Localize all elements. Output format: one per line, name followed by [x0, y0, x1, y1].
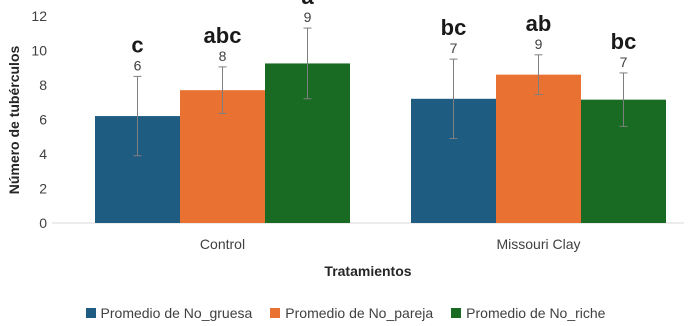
significance-letter: c — [131, 32, 143, 57]
bar — [496, 74, 581, 224]
legend-swatch-riche — [451, 308, 462, 318]
y-tick-label: 2 — [39, 181, 47, 197]
data-label: 7 — [450, 40, 458, 56]
significance-letter: a — [301, 0, 314, 9]
legend-item-pareja: Promedio de No_pareja — [270, 305, 433, 321]
legend-swatch-gruesa — [85, 308, 96, 318]
error-bar — [218, 66, 227, 114]
error-bar — [449, 58, 458, 139]
legend-label-gruesa: Promedio de No_gruesa — [100, 305, 253, 321]
legend-item-riche: Promedio de No_riche — [451, 305, 605, 321]
legend-label-riche: Promedio de No_riche — [466, 305, 606, 321]
significance-letter: abc — [204, 23, 242, 48]
error-bar — [303, 27, 312, 100]
y-tick-label: 8 — [39, 77, 47, 93]
bars: 6c7bc8abc9ab9a7bc — [95, 0, 666, 224]
error-bar — [133, 75, 142, 157]
y-tick-label: 4 — [39, 146, 47, 162]
data-label: 9 — [535, 36, 543, 52]
legend-swatch-pareja — [270, 308, 281, 318]
significance-letter: bc — [611, 29, 637, 54]
significance-letter: bc — [441, 15, 467, 40]
data-label: 6 — [134, 57, 142, 73]
x-category-label: Missouri Clay — [496, 236, 580, 252]
legend: Promedio de No_gruesa Promedio de No_par… — [0, 305, 691, 321]
y-axis: 0 2 4 6 8 10 12 — [31, 8, 47, 231]
y-axis-title: Número de tubérculos — [6, 46, 22, 195]
data-label: 9 — [304, 9, 312, 25]
legend-label-pareja: Promedio de No_pareja — [285, 305, 434, 321]
x-axis-categories: Control Missouri Clay — [200, 236, 581, 252]
data-label: 7 — [620, 54, 628, 70]
error-bar — [619, 72, 628, 127]
x-axis-title: Tratamientos — [324, 263, 411, 279]
x-category-label: Control — [200, 236, 245, 252]
legend-item-gruesa: Promedio de No_gruesa — [85, 305, 253, 321]
error-bar — [534, 54, 543, 95]
significance-letter: ab — [526, 11, 552, 36]
y-tick-label: 6 — [39, 112, 47, 128]
y-tick-label: 0 — [39, 215, 47, 231]
data-label: 8 — [219, 48, 227, 64]
y-tick-label: 12 — [31, 8, 47, 24]
y-tick-label: 10 — [31, 43, 47, 59]
